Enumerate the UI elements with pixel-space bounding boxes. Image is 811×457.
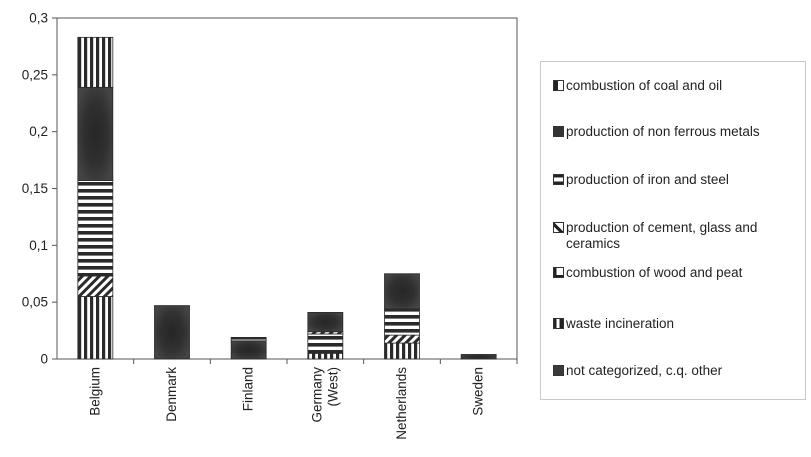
legend-swatch-cement <box>553 222 564 233</box>
bar-segment-belgium-vertical <box>77 36 114 88</box>
plot-border <box>56 17 518 360</box>
legend: combustion of coal and oil production of… <box>540 61 806 400</box>
y-tick-label: 0,1 <box>29 238 48 253</box>
legend-item-wood-peat: combustion of wood and peat <box>553 265 807 281</box>
bar-segments <box>77 36 497 360</box>
x-tick-label: Sweden <box>471 367 486 416</box>
legend-label: waste incineration <box>566 316 675 331</box>
bar-segment-belgium-vertical <box>77 296 114 360</box>
bar-segment-netherlands-horizontal <box>384 308 420 336</box>
x-tick-label: Netherlands <box>394 367 409 440</box>
y-axis: 0 0,05 0,1 0,15 0,2 0,25 0,3 <box>22 11 57 367</box>
x-axis: Belgium Denmark Finland Germany(West) Nether… <box>87 359 518 440</box>
x-tick-label-line: (West) <box>325 367 340 407</box>
legend-item-cement: production of cement, glass and ceramics <box>553 220 807 252</box>
y-tick-label: 0,05 <box>22 295 48 310</box>
y-tick-label: 0,15 <box>22 181 48 196</box>
legend-swatch-iron-steel <box>553 174 564 185</box>
bar-segment-finland-dark <box>230 340 267 360</box>
bar-segment-denmark-dark <box>154 305 190 360</box>
x-tick-label: Denmark <box>164 367 179 422</box>
legend-swatch-coal-oil <box>553 80 564 91</box>
legend-swatch-wood-peat <box>553 267 564 278</box>
bar-segment-netherlands-diagonal <box>384 334 420 344</box>
bar-segment-belgium-dark <box>77 86 114 181</box>
y-tick-label: 0,25 <box>22 67 48 82</box>
legend-label: production of non ferrous metals <box>566 124 760 139</box>
legend-swatch-waste <box>553 318 564 329</box>
y-tick-label: 0,3 <box>29 11 48 26</box>
legend-label: production of cement, glass and ceramics <box>566 220 758 251</box>
bar-segment-belgium-horizontal <box>77 180 114 277</box>
legend-item-non-ferrous: production of non ferrous metals <box>553 124 807 140</box>
legend-item-iron-steel: production of iron and steel <box>553 172 807 188</box>
bar-segment-germany-west-dark <box>307 311 344 333</box>
bar-segment-germany-west-horizontal <box>307 333 344 354</box>
legend-swatch-non-ferrous <box>553 126 564 137</box>
bar-segment-germany-west-vertical <box>307 352 344 360</box>
y-tick-label: 0 <box>40 352 48 367</box>
plot-area <box>56 17 518 360</box>
legend-label: combustion of coal and oil <box>566 78 723 93</box>
bar-segment-belgium-diagonal <box>77 275 114 297</box>
legend-label: production of iron and steel <box>566 172 729 187</box>
bar-segment-netherlands-vertical <box>384 342 420 360</box>
legend-label: not categorized, c.q. other <box>566 363 723 378</box>
stacked-bar-chart: 0 0,05 0,1 0,15 0,2 0,25 0,3 Belgium Denmark Fin… <box>22 11 518 440</box>
bar-segment-finland-horizontal <box>230 337 267 342</box>
x-tick-label: Germany(West) <box>309 367 340 423</box>
legend-item-other: not categorized, c.q. other <box>553 363 807 379</box>
legend-label: combustion of wood and peat <box>566 265 743 280</box>
y-tick-label: 0,2 <box>29 124 48 139</box>
legend-swatch-other <box>553 365 564 376</box>
x-tick-label: Belgium <box>87 367 102 416</box>
x-tick-label-line: Germany <box>309 367 324 423</box>
legend-item-coal-oil: combustion of coal and oil <box>553 78 807 94</box>
bar-segment-sweden-dark <box>460 354 497 360</box>
x-tick-label: Finland <box>241 367 256 411</box>
legend-item-waste: waste incineration <box>553 316 807 332</box>
bar-segment-netherlands-dark <box>384 273 420 310</box>
